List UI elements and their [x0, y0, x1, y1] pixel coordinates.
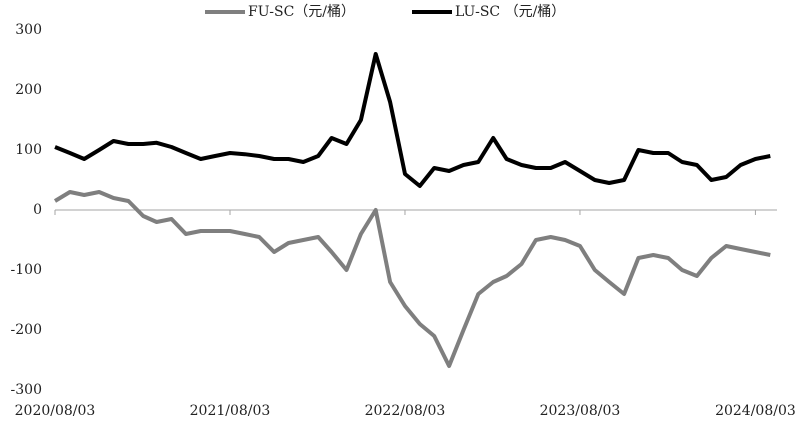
- legend-label: LU-SC （元/桶）: [455, 4, 565, 20]
- x-tick-label: 2020/08/03: [15, 403, 96, 419]
- x-tick-label: 2021/08/03: [190, 403, 271, 419]
- series-line: [54, 52, 771, 188]
- x-tick-label: 2022/08/03: [365, 403, 446, 419]
- x-tick-label: 2023/08/03: [540, 403, 621, 419]
- y-tick-label: -200: [11, 322, 42, 338]
- y-tick-label: 0: [33, 202, 42, 218]
- y-tick-label: -100: [11, 262, 42, 278]
- series-line: [53, 190, 771, 368]
- x-tick-label: 2024/08/03: [715, 403, 796, 419]
- legend-label: FU-SC（元/桶）: [248, 4, 355, 20]
- y-tick-label: 300: [15, 22, 42, 38]
- y-tick-label: 100: [15, 142, 42, 158]
- y-tick-label: 200: [15, 82, 42, 98]
- y-tick-label: -300: [11, 382, 42, 398]
